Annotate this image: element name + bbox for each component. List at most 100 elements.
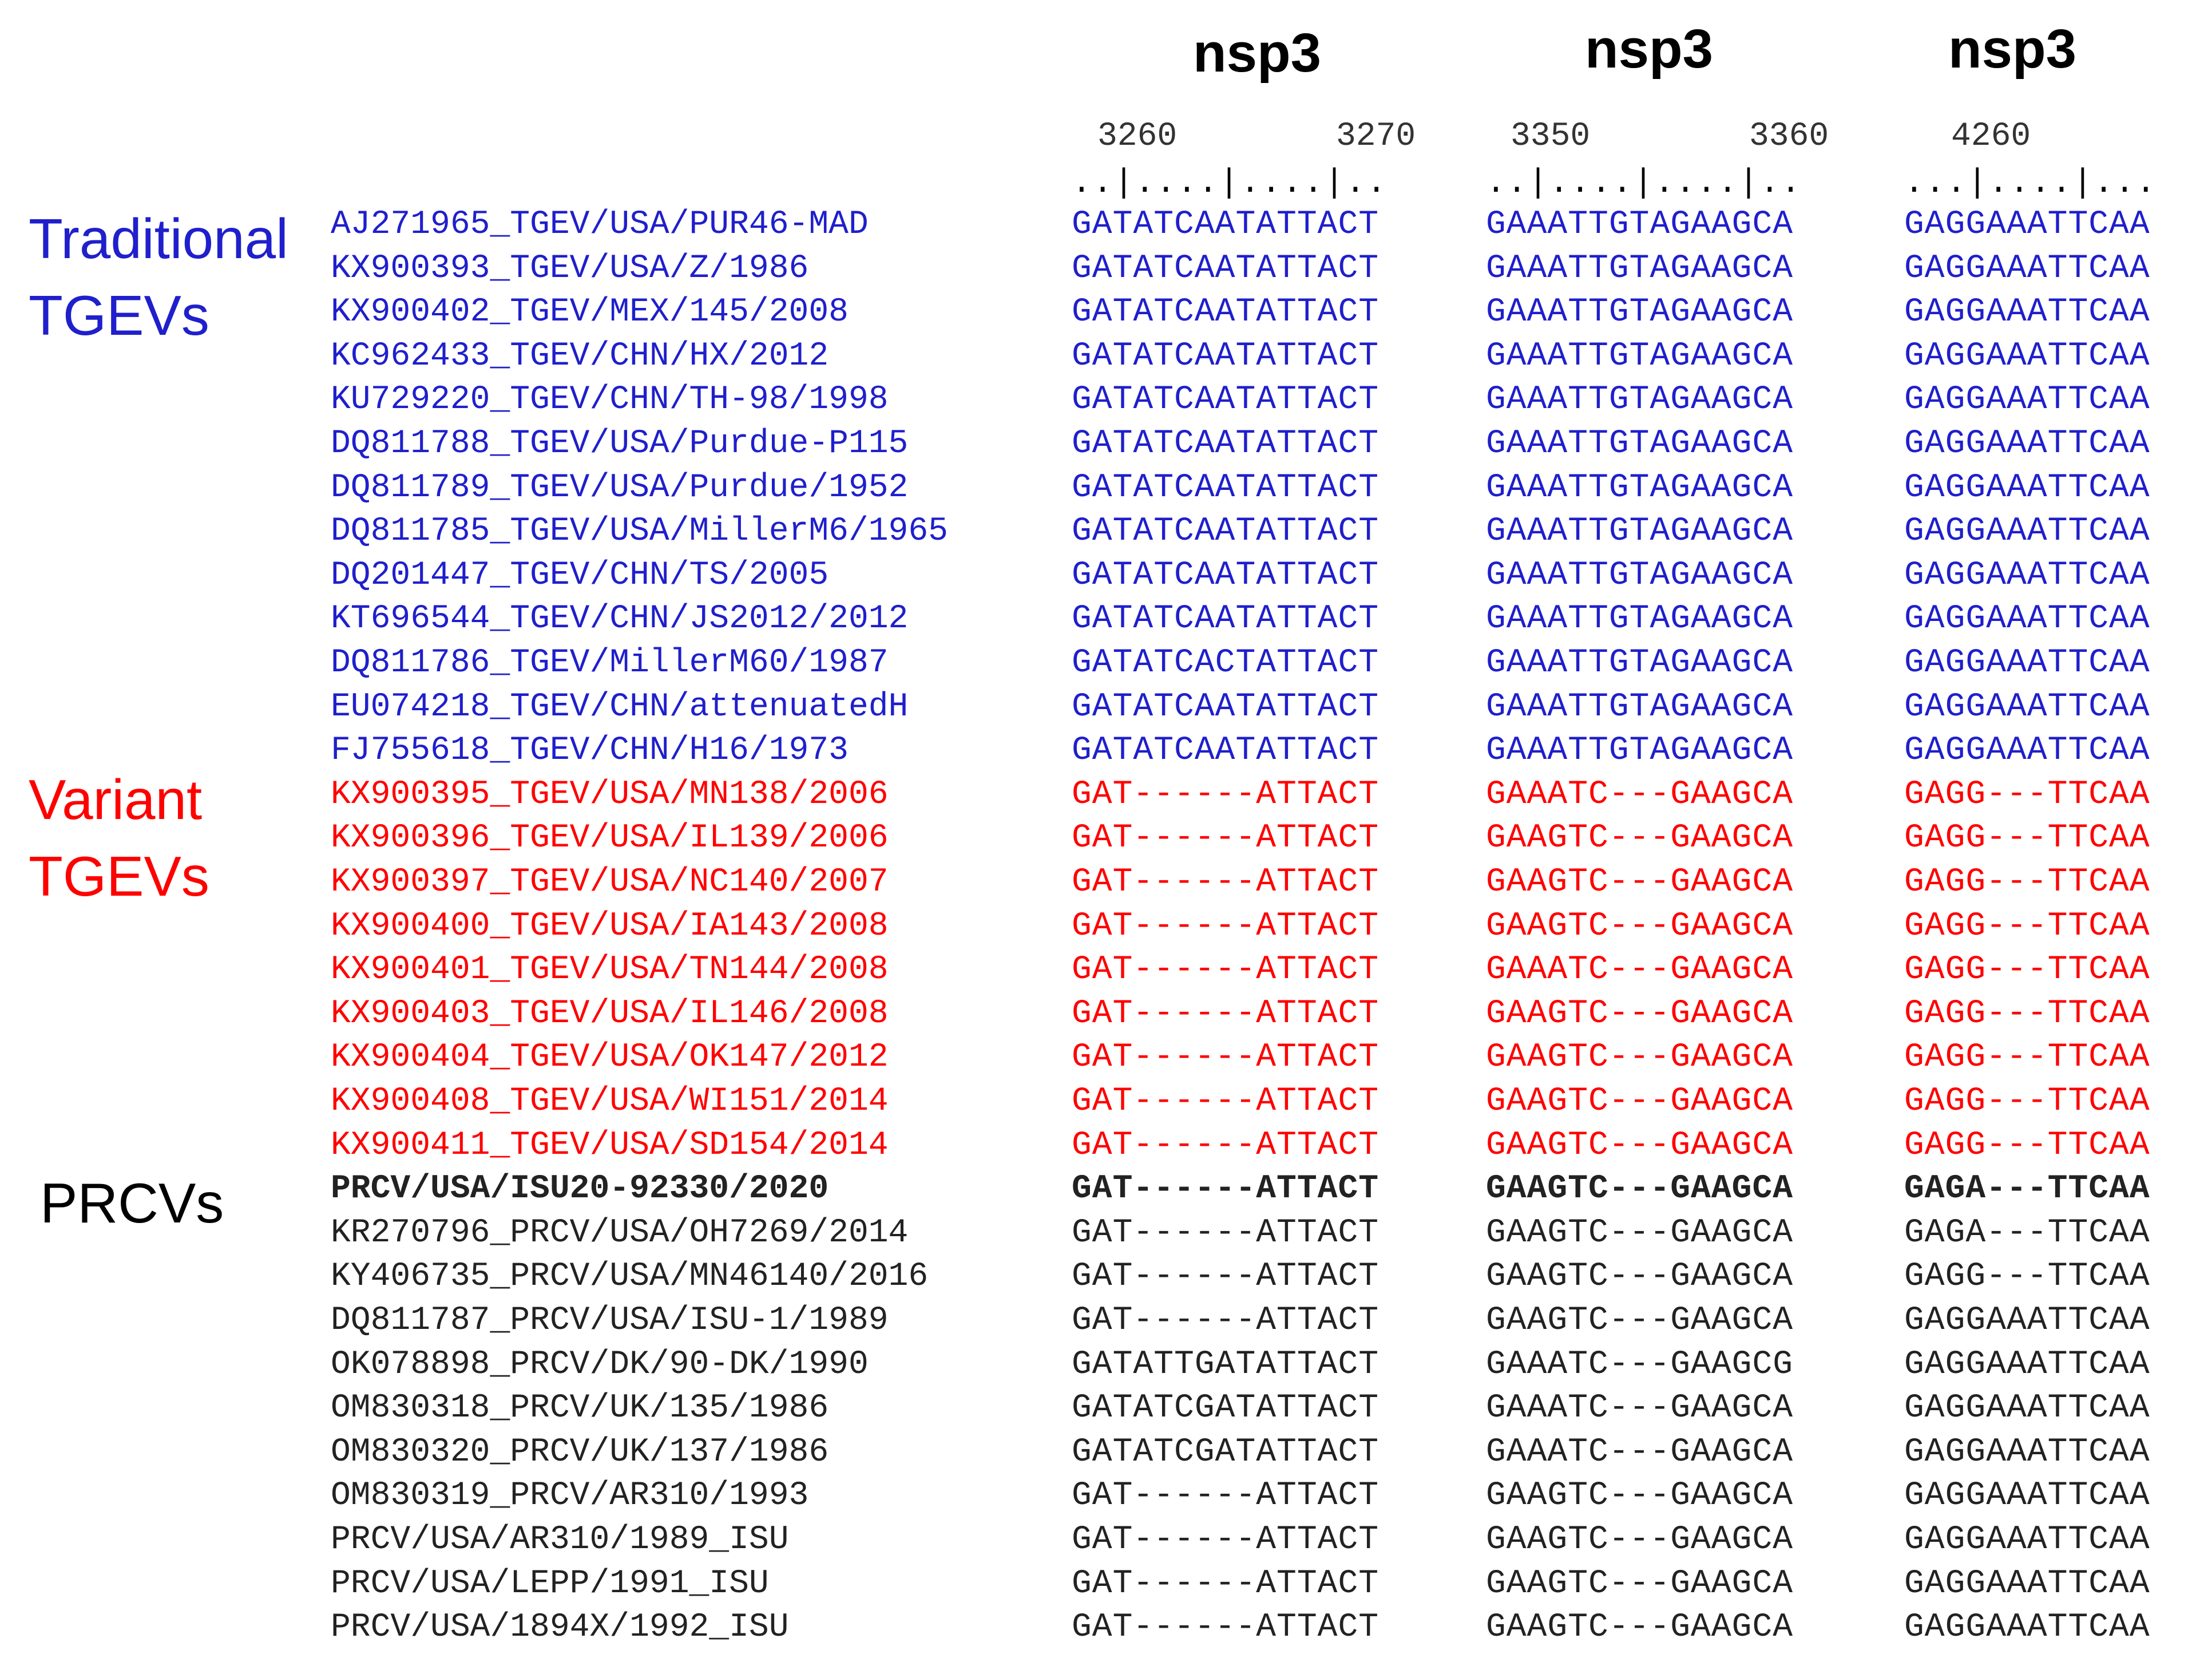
sequence-segment-2: GAAATTGTAGAAGCA bbox=[1486, 250, 1794, 287]
sequence-segment-3: GAGGAAATTCAA bbox=[1904, 381, 2150, 419]
sequence-segment-2: GAAGTC---GAAGCA bbox=[1486, 1039, 1794, 1077]
table-row: KU729220_TGEV/CHN/TH-98/1998 GATATCAATATT… bbox=[0, 378, 2212, 422]
sequence-segment-3: GAGGAAATTCAA bbox=[1904, 337, 2150, 375]
sequence-name: KX900411_TGEV/USA/SD154/2014 bbox=[331, 1126, 889, 1164]
sequence-name: OM830318_PRCV/UK/135/1986 bbox=[331, 1390, 829, 1427]
sequence-segment-2: GAAGTC---GAAGCA bbox=[1486, 864, 1794, 901]
sequence-segment-2: GAAATTGTAGAAGCA bbox=[1486, 206, 1794, 243]
sequence-segment-2: GAAGTC---GAAGCA bbox=[1486, 1214, 1794, 1252]
sequence-segment-2: GAAGTC---GAAGCA bbox=[1486, 1170, 1794, 1208]
region-3-ruler: ...|....|... bbox=[1904, 165, 2157, 202]
table-row: DQ811787_PRCV/USA/ISU-1/1989 GAT------ATT… bbox=[0, 1299, 2212, 1343]
sequence-name: KX900400_TGEV/USA/IA143/2008 bbox=[331, 907, 889, 945]
region-1-ruler: ..|....|....|.. bbox=[1072, 165, 1388, 202]
table-row: KX900408_TGEV/USA/WI151/2014 GAT------ATT… bbox=[0, 1080, 2212, 1123]
sequence-segment-2: GAAGTC---GAAGCA bbox=[1486, 1477, 1794, 1515]
table-row: DQ811785_TGEV/USA/MillerM6/1965 GATATCAAT… bbox=[0, 510, 2212, 553]
sequence-segment-3: GAGG---TTCAA bbox=[1904, 1039, 2150, 1077]
group-label-line: Variant bbox=[29, 768, 203, 831]
sequence-segment-2: GAAATTGTAGAAGCA bbox=[1486, 513, 1794, 551]
sequence-segment-1: GAT------ATTACT bbox=[1072, 1521, 1379, 1558]
sequence-segment-1: GATATCAATATTACT bbox=[1072, 381, 1379, 419]
sequence-segment-3: GAGGAAATTCAA bbox=[1904, 1390, 2150, 1427]
sequence-name: DQ811789_TGEV/USA/Purdue/1952 bbox=[331, 469, 909, 506]
table-row: KX900401_TGEV/USA/TN144/2008 GAT------ATT… bbox=[0, 948, 2212, 992]
sequence-segment-2: GAAGTC---GAAGCA bbox=[1486, 820, 1794, 857]
table-row: KX900411_TGEV/USA/SD154/2014 GAT------ATT… bbox=[0, 1124, 2212, 1168]
table-row: PRCV/USA/1894X/1992_ISU GAT------ATTACT GA… bbox=[0, 1606, 2212, 1649]
sequence-segment-3: GAGGAAATTCAA bbox=[1904, 425, 2150, 462]
table-row: KX900395_TGEV/USA/MN138/2006 GAT------ATT… bbox=[0, 773, 2212, 817]
table-row: KT696544_TGEV/CHN/JS2012/2012 GATATCAATAT… bbox=[0, 597, 2212, 641]
sequence-segment-1: GAT------ATTACT bbox=[1072, 1083, 1379, 1120]
sequence-segment-2: GAAATTGTAGAAGCA bbox=[1486, 469, 1794, 506]
table-row: DQ811786_TGEV/MillerM60/1987 GATATCACTATT… bbox=[0, 642, 2212, 685]
sequence-name: EU074218_TGEV/CHN/attenuatedH bbox=[331, 688, 909, 726]
sequence-segment-2: GAAATTGTAGAAGCA bbox=[1486, 294, 1794, 331]
sequence-segment-1: GATATCAATATTACT bbox=[1072, 469, 1379, 506]
region-1-title: nsp3 bbox=[1193, 22, 1322, 84]
sequence-segment-3: GAGG---TTCAA bbox=[1904, 1258, 2150, 1296]
sequence-name: KX900396_TGEV/USA/IL139/2006 bbox=[331, 820, 889, 857]
sequence-name: OM830320_PRCV/UK/137/1986 bbox=[331, 1433, 829, 1471]
region-1-tick-left: 3260 bbox=[1097, 118, 1178, 155]
group-label-traditional: Traditional TGEVs bbox=[29, 200, 288, 354]
sequence-segment-1: GAT------ATTACT bbox=[1072, 1126, 1379, 1164]
sequence-segment-2: GAAATC---GAAGCA bbox=[1486, 951, 1794, 989]
sequence-segment-1: GATATCAATATTACT bbox=[1072, 337, 1379, 375]
table-row: KX900402_TGEV/MEX/145/2008 GATATCAATATTAC… bbox=[0, 291, 2212, 334]
sequence-segment-3: GAGGAAATTCAA bbox=[1904, 1433, 2150, 1471]
sequence-segment-1: GAT------ATTACT bbox=[1072, 1258, 1379, 1296]
sequence-segment-2: GAAATC---GAAGCG bbox=[1486, 1346, 1794, 1383]
sequence-segment-2: GAAGTC---GAAGCA bbox=[1486, 1083, 1794, 1120]
sequence-segment-3: GAGG---TTCAA bbox=[1904, 775, 2150, 813]
table-row: KX900397_TGEV/USA/NC140/2007 GAT------ATT… bbox=[0, 861, 2212, 904]
sequence-name: OK078898_PRCV/DK/90-DK/1990 bbox=[331, 1346, 869, 1383]
region-2-title: nsp3 bbox=[1585, 18, 1714, 80]
sequence-segment-2: GAAATTGTAGAAGCA bbox=[1486, 381, 1794, 419]
sequence-segment-3: GAGGAAATTCAA bbox=[1904, 513, 2150, 551]
sequence-segment-2: GAAATTGTAGAAGCA bbox=[1486, 644, 1794, 682]
group-label-line: Traditional bbox=[29, 207, 288, 270]
sequence-name: PRCV/USA/LEPP/1991_ISU bbox=[331, 1565, 769, 1602]
sequence-segment-1: GAT------ATTACT bbox=[1072, 1477, 1379, 1515]
sequence-segment-3: GAGGAAATTCAA bbox=[1904, 1609, 2150, 1647]
group-label-line: PRCVs bbox=[40, 1172, 224, 1234]
table-row: KX900400_TGEV/USA/IA143/2008 GAT------ATT… bbox=[0, 905, 2212, 948]
sequence-name: KY406735_PRCV/USA/MN46140/2016 bbox=[331, 1258, 929, 1296]
sequence-segment-2: GAAGTC---GAAGCA bbox=[1486, 1521, 1794, 1558]
sequence-segment-2: GAAGTC---GAAGCA bbox=[1486, 1565, 1794, 1602]
sequence-segment-3: GAGG---TTCAA bbox=[1904, 907, 2150, 945]
region-3-tick-left: 4260 bbox=[1951, 118, 2031, 155]
table-row: DQ201447_TGEV/CHN/TS/2005 GATATCAATATTACT… bbox=[0, 554, 2212, 597]
table-row: FJ755618_TGEV/CHN/H16/1973 GATATCAATATTAC… bbox=[0, 729, 2212, 773]
sequence-segment-2: GAAATTGTAGAAGCA bbox=[1486, 732, 1794, 770]
sequence-segment-3: GAGGAAATTCAA bbox=[1904, 644, 2150, 682]
table-row: PRCV/USA/ISU20-92330/2020 GAT------ATTACT… bbox=[0, 1168, 2212, 1211]
sequence-segment-2: GAAGTC---GAAGCA bbox=[1486, 1258, 1794, 1296]
table-row: AJ271965_TGEV/USA/PUR46-MAD GATATCAATATTA… bbox=[0, 203, 2212, 247]
table-row: EU074218_TGEV/CHN/attenuatedH GATATCAATAT… bbox=[0, 686, 2212, 729]
sequence-segment-3: GAGG---TTCAA bbox=[1904, 1126, 2150, 1164]
sequence-segment-3: GAGGAAATTCAA bbox=[1904, 469, 2150, 506]
sequence-name: KR270796_PRCV/USA/OH7269/2014 bbox=[331, 1214, 909, 1252]
sequence-name: DQ811786_TGEV/MillerM60/1987 bbox=[331, 644, 889, 682]
sequence-name: AJ271965_TGEV/USA/PUR46-MAD bbox=[331, 206, 869, 243]
sequence-segment-2: GAAATTGTAGAAGCA bbox=[1486, 600, 1794, 638]
sequence-name: DQ811787_PRCV/USA/ISU-1/1989 bbox=[331, 1302, 889, 1339]
sequence-segment-3: GAGGAAATTCAA bbox=[1904, 294, 2150, 331]
sequence-name: FJ755618_TGEV/CHN/H16/1973 bbox=[331, 732, 849, 770]
table-row: KR270796_PRCV/USA/OH7269/2014 GAT------AT… bbox=[0, 1212, 2212, 1255]
sequence-segment-2: GAAATC---GAAGCA bbox=[1486, 775, 1794, 813]
region-2-ruler: ..|....|....|.. bbox=[1486, 165, 1802, 202]
sequence-segment-3: GAGGAAATTCAA bbox=[1904, 1302, 2150, 1339]
sequence-segment-1: GATATCAATATTACT bbox=[1072, 600, 1379, 638]
sequence-segment-1: GAT------ATTACT bbox=[1072, 1214, 1379, 1252]
sequence-segment-3: GAGG---TTCAA bbox=[1904, 864, 2150, 901]
sequence-segment-3: GAGGAAATTCAA bbox=[1904, 600, 2150, 638]
sequence-segment-1: GAT------ATTACT bbox=[1072, 1609, 1379, 1647]
group-label-prcv: PRCVs bbox=[40, 1165, 224, 1241]
table-row: OM830318_PRCV/UK/135/1986 GATATCGATATTACT… bbox=[0, 1387, 2212, 1430]
sequence-name: PRCV/USA/1894X/1992_ISU bbox=[331, 1609, 789, 1647]
